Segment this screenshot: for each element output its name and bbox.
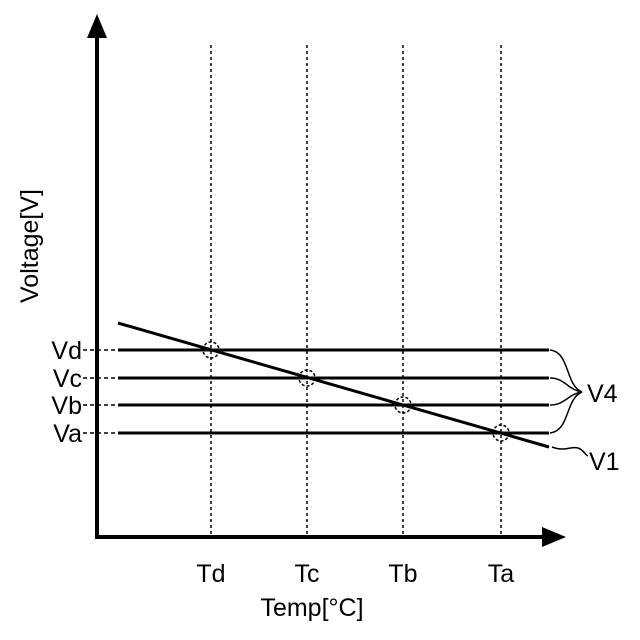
intersection-marker (492, 424, 510, 442)
y-axis-arrow (87, 14, 107, 38)
v4-brace (549, 349, 583, 434)
v1-label: V1 (589, 448, 620, 476)
intersection-marker (202, 341, 220, 359)
temperature-label-tb: Tb (388, 560, 417, 588)
temperature-label-tc: Tc (295, 560, 320, 588)
v1-leader (551, 446, 589, 457)
x-axis-label: Temp[°C] (260, 594, 363, 622)
temperature-label-ta: Ta (488, 560, 515, 588)
temperature-label-td: Td (196, 560, 225, 588)
x-axis-arrow (542, 527, 566, 547)
voltage-label-va: Va (53, 420, 82, 448)
v4-label: V4 (587, 380, 618, 408)
voltage-label-vb: Vb (51, 392, 82, 420)
sloped-line-v1 (117, 321, 550, 449)
y-axis-label: Voltage[V] (16, 189, 44, 303)
intersection-marker (298, 369, 316, 387)
voltage-label-vd: Vd (51, 337, 82, 365)
voltage-label-vc: Vc (53, 365, 82, 393)
intersection-marker (394, 396, 412, 414)
